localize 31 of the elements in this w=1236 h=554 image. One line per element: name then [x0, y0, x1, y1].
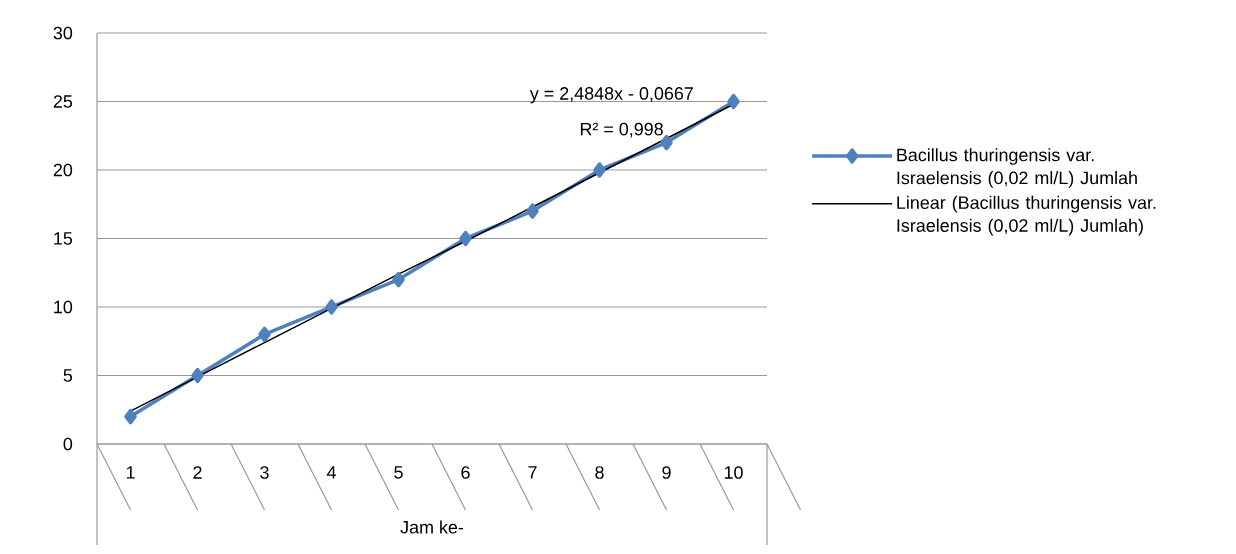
- y-tick-label: 20: [53, 163, 73, 177]
- x-tick-label: 8: [595, 466, 604, 479]
- annotation: R² = 0,998: [580, 122, 663, 138]
- x-tick-label: 1: [126, 466, 135, 479]
- x-tick-label: 6: [461, 466, 470, 479]
- x-tick-label: 9: [662, 466, 671, 479]
- x-tick-label: 5: [394, 466, 403, 479]
- x-tick-label: 10: [724, 466, 743, 479]
- y-tick-label: 25: [53, 95, 73, 108]
- point: [459, 230, 472, 247]
- point: [727, 93, 740, 110]
- y-tick-label: 5: [63, 369, 73, 382]
- point: [593, 162, 606, 178]
- x-axis-title: Jam ke-: [400, 520, 464, 534]
- point: [325, 299, 338, 315]
- point: [124, 408, 137, 425]
- y-tick-label: 15: [54, 232, 73, 245]
- legend-label: Linear (Bacillus thuringensis var. Israelensis (0,02 ml/L) Jumlah): [897, 195, 1156, 236]
- y-tick-label: 30: [53, 26, 73, 40]
- y-tick-label: 10: [54, 300, 73, 314]
- point: [392, 271, 405, 288]
- x-tick-label: 3: [260, 466, 269, 479]
- point: [526, 203, 539, 219]
- legend-label: Bacillus thuringensis var. Israelensis (0,02 ml/L) Jumlah: [897, 148, 1137, 188]
- y-tick-label: 0: [63, 437, 73, 451]
- point: [258, 326, 271, 343]
- annotation: y = 2,4848x - 0,0667: [529, 87, 693, 104]
- x-tick-label: 4: [326, 466, 336, 479]
- x-tick-label: 7: [528, 466, 537, 479]
- x-tick-label: 2: [193, 466, 202, 479]
- point: [191, 367, 204, 384]
